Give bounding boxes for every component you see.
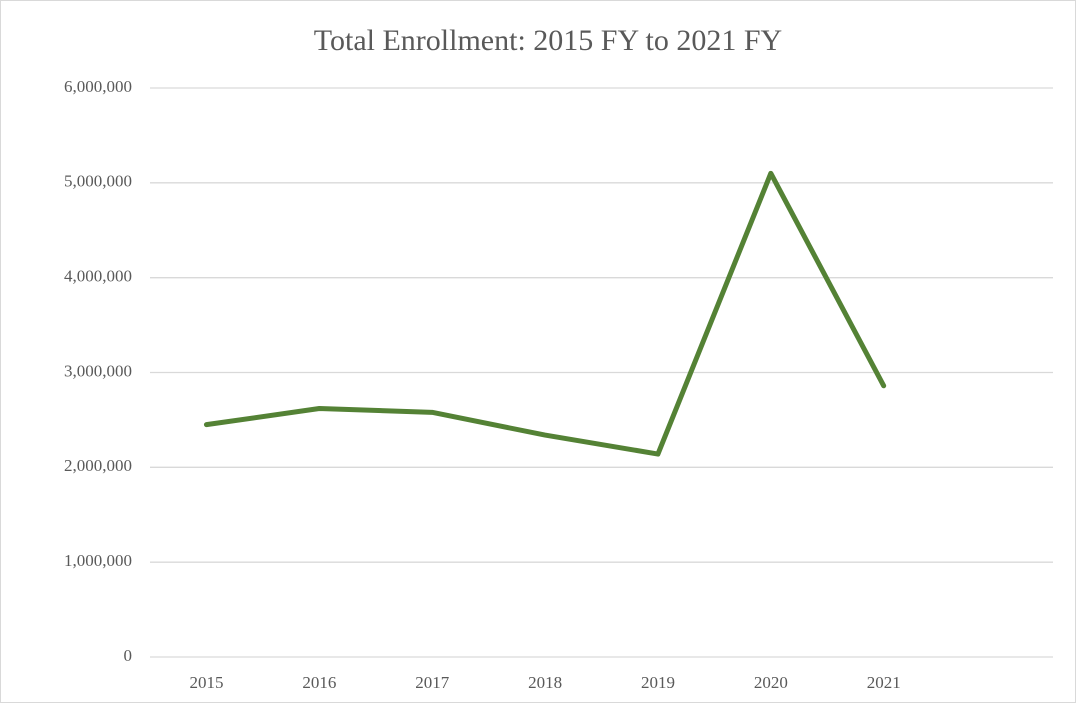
x-tick-label: 2019 — [641, 673, 675, 692]
x-tick-label: 2017 — [415, 673, 450, 692]
y-tick-label: 4,000,000 — [64, 267, 132, 286]
x-tick-label: 2020 — [754, 673, 788, 692]
chart-title: Total Enrollment: 2015 FY to 2021 FY — [314, 24, 782, 57]
data-line — [203, 170, 887, 457]
y-tick-label: 0 — [124, 646, 133, 665]
x-tick-label: 2021 — [867, 673, 901, 692]
y-tick-label: 5,000,000 — [64, 172, 132, 191]
y-tick-label: 3,000,000 — [64, 361, 132, 380]
y-tick-label: 1,000,000 — [64, 551, 132, 570]
y-tick-label: 2,000,000 — [64, 456, 132, 475]
y-tick-label: 6,000,000 — [64, 77, 132, 96]
x-tick-label: 2015 — [189, 673, 223, 692]
x-tick-label: 2016 — [302, 673, 336, 692]
x-tick-label: 2018 — [528, 673, 562, 692]
